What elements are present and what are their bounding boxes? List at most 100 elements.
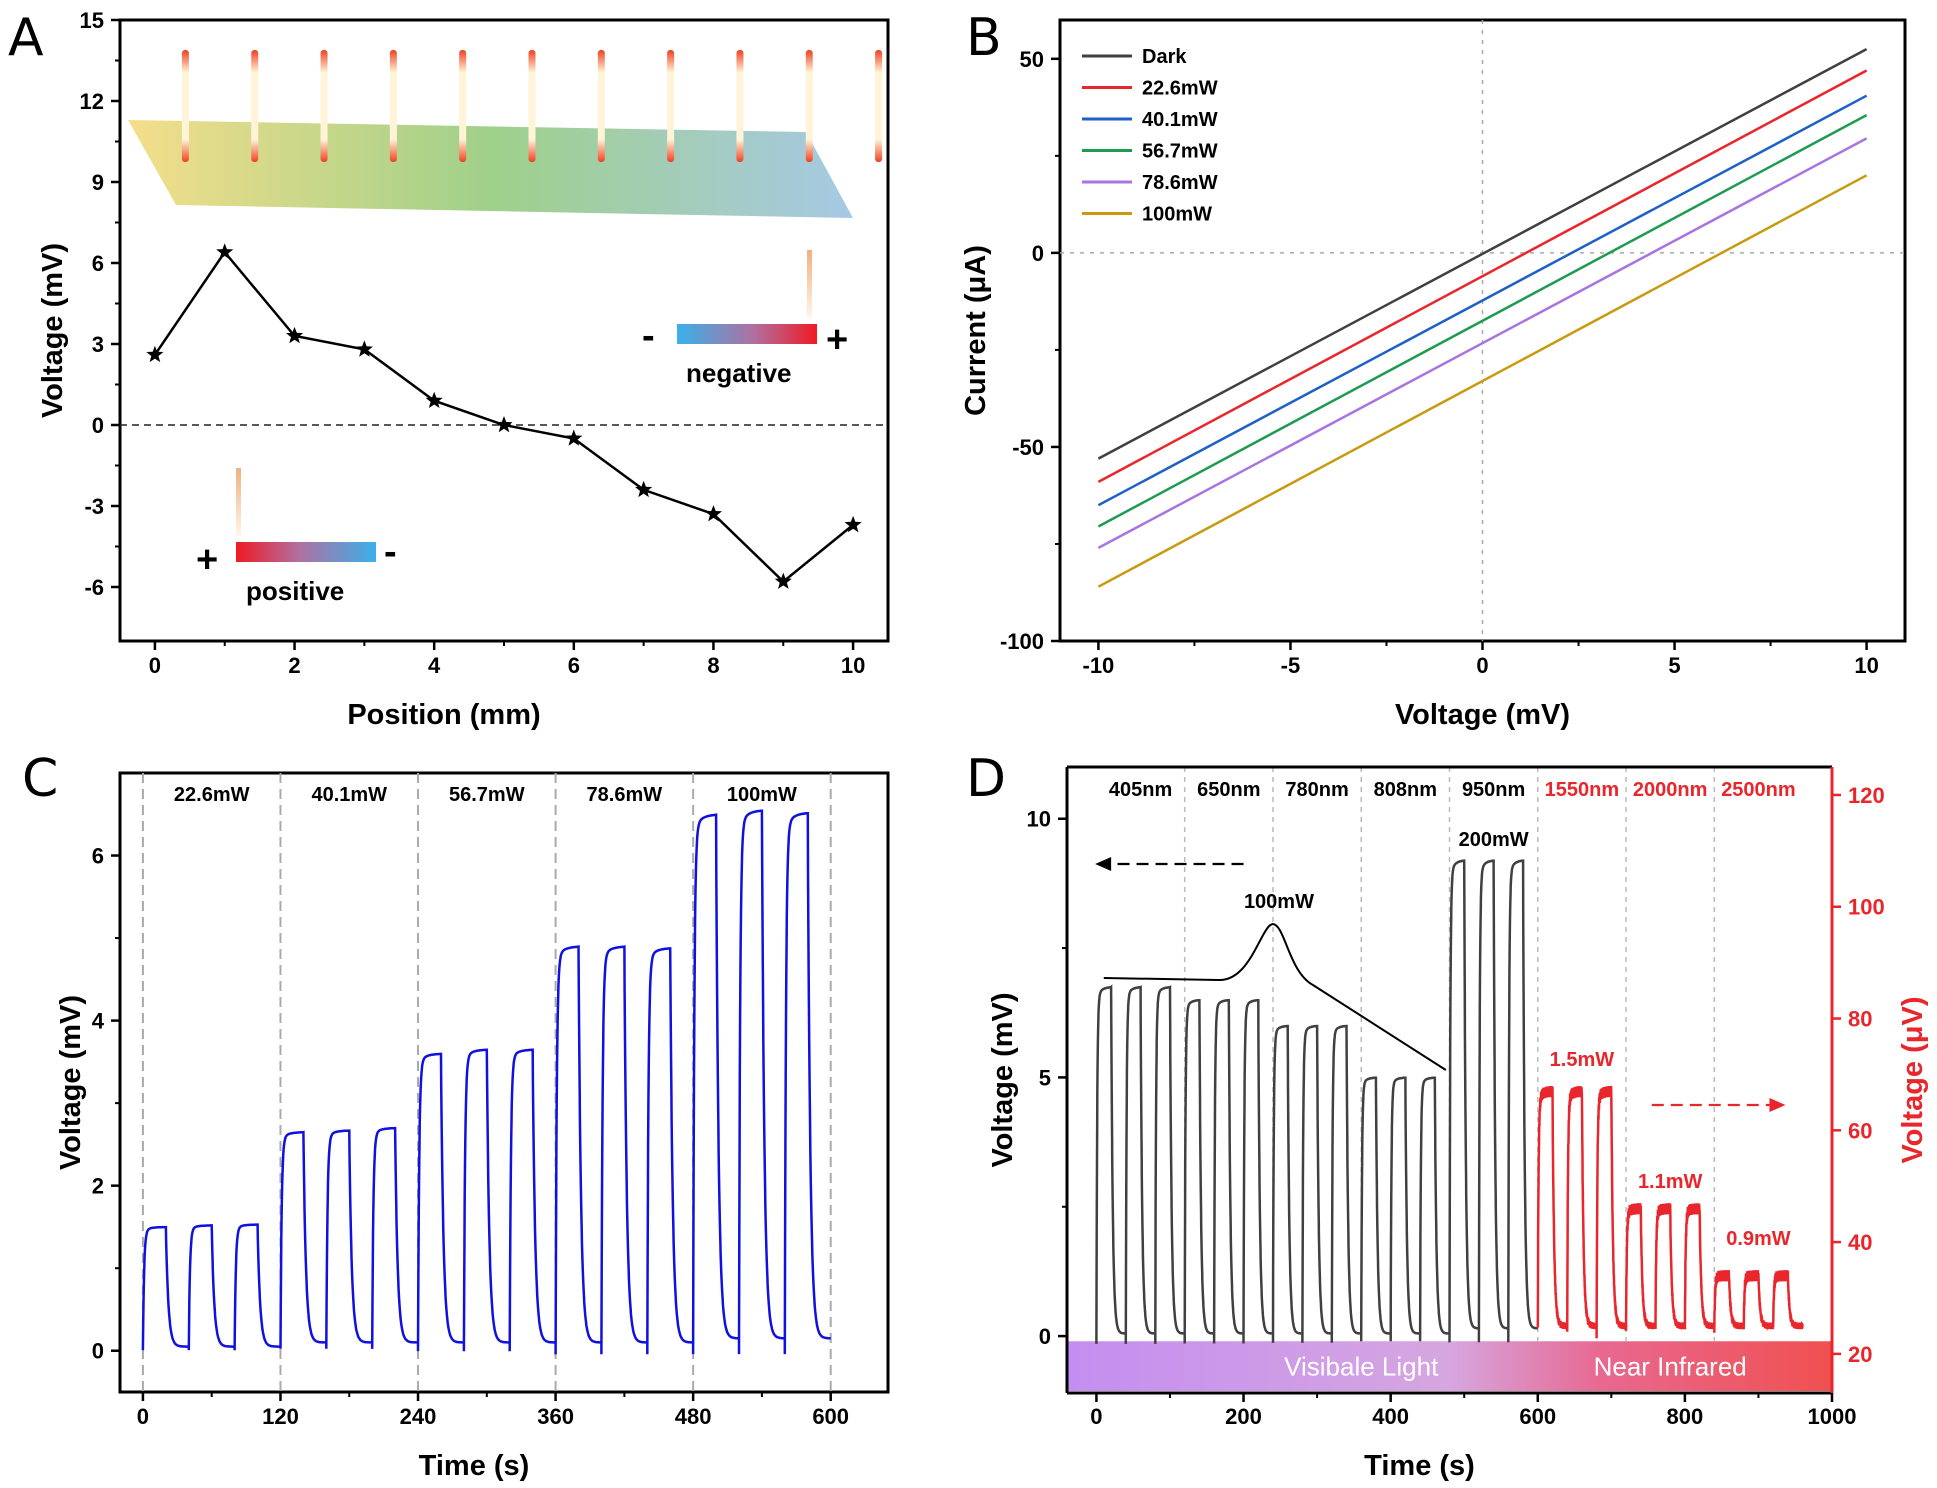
laser-beam [736, 50, 744, 162]
panel-c-xtick-label: 0 [137, 1404, 149, 1429]
laser-beam [667, 50, 675, 162]
visible-light-band-label: Visibale Light [1284, 1351, 1439, 1381]
negative-bar [677, 324, 817, 344]
iv-series-line [1097, 69, 1868, 484]
iv-series-line [1097, 137, 1868, 550]
panel-a-chart: 0 2 4 6 8 10 -6 -3 0 3 6 9 12 15 Position (mm) Voltage … [37, 8, 890, 731]
laser-beam [320, 50, 328, 162]
laser-beam [528, 50, 536, 162]
panel-a: A 0 2 4 6 8 10 -6 -3 0 3 6 9 12 15 Position (mm) Voltag… [8, 8, 890, 731]
panel-d-right-ytick-label: 80 [1848, 1007, 1872, 1032]
panel-b-xtick-label: -5 [1281, 653, 1301, 678]
legend-label: 56.7mW [1142, 141, 1218, 163]
power-label-950nm: 200mW [1459, 829, 1529, 851]
data-point-star [216, 243, 234, 260]
panel-b-xtick-label: -10 [1083, 653, 1115, 678]
panel-d-xtick-label: 400 [1372, 1404, 1409, 1429]
wavelength-label: 950nm [1462, 779, 1525, 801]
data-point-star [565, 429, 583, 446]
panel-a-ytick-label: 12 [80, 89, 104, 114]
data-point-star [146, 345, 164, 363]
wavelength-label: 2000nm [1633, 779, 1708, 801]
data-point-star [355, 340, 373, 357]
laser-beams [181, 50, 883, 162]
panel-a-ytick-label: -6 [84, 575, 104, 600]
sample-plate [128, 120, 853, 218]
data-point-star [635, 480, 653, 498]
panel-d-xtick-label: 600 [1519, 1404, 1556, 1429]
panel-d-xtick-label: 200 [1225, 1404, 1262, 1429]
panel-d-left-y-axis-label: Voltage (mV) [987, 992, 1019, 1167]
panel-b-ytick-label: 0 [1032, 241, 1044, 266]
nir-photovoltage-trace [1713, 1269, 1804, 1333]
power-label-2000nm: 1.1mW [1638, 1171, 1703, 1193]
positive-bar [236, 542, 376, 562]
panel-a-xtick-label: 6 [568, 653, 580, 678]
panel-d-ytick-label: 5 [1039, 1065, 1051, 1090]
data-point-star [495, 416, 513, 433]
laser-beam [389, 50, 397, 162]
panel-a-xtick-label: 2 [288, 653, 300, 678]
data-point-star [425, 391, 443, 408]
visible-photovoltage-trace [1183, 998, 1273, 1344]
panel-d-right-ytick-label: 120 [1848, 783, 1885, 808]
panel-a-xtick-label: 8 [707, 653, 719, 678]
data-point-star [286, 326, 304, 344]
panel-a-ytick-label: 15 [80, 8, 104, 33]
panel-b-ytick-label: -50 [1012, 435, 1044, 460]
negative-inset: - + negative [642, 250, 848, 388]
photovoltage-trace [141, 1223, 281, 1351]
panel-d-ytick-label: 10 [1027, 807, 1051, 832]
positive-plus-sign: + [196, 539, 218, 581]
panel-a-ytick-label: -3 [84, 494, 104, 519]
legend-label: 40.1mW [1142, 109, 1218, 131]
data-point-star [704, 505, 722, 522]
power-label-1550nm: 1.5mW [1550, 1049, 1615, 1071]
photovoltage-trace [554, 944, 694, 1355]
photovoltage-trace [691, 809, 831, 1355]
panel-c-xtick-label: 600 [812, 1404, 849, 1429]
panel-b-x-axis-label: Voltage (mV) [1395, 699, 1570, 731]
negative-plus-sign: + [826, 319, 848, 361]
panel-letter-c: C [22, 749, 58, 809]
panel-d-xtick-label: 1000 [1808, 1404, 1857, 1429]
positive-beam [236, 468, 241, 536]
panel-d-chart: Visibale Light Near Infrared 405nm 650nm 780… [987, 765, 1929, 1482]
panel-letter-d: D [966, 749, 1006, 809]
panel-b-xtick-label: 5 [1668, 653, 1680, 678]
laser-beam [251, 50, 259, 162]
wavelength-label: 780nm [1285, 779, 1348, 801]
positive-minus-sign: - [384, 531, 397, 573]
photovoltage-trace [279, 1126, 419, 1349]
panel-a-xtick-label: 10 [841, 653, 865, 678]
visible-power-bracket [1103, 922, 1447, 1071]
panel-c-frame [118, 771, 890, 1394]
wavelength-label: 1550nm [1545, 779, 1620, 801]
laser-beam [875, 50, 883, 162]
panel-a-ytick-label: 0 [92, 413, 104, 438]
visible-photovoltage-trace [1359, 1076, 1450, 1342]
panel-d-xtick-label: 800 [1667, 1404, 1704, 1429]
panel-a-ytick-label: 6 [92, 251, 104, 276]
negative-beam [807, 250, 812, 318]
segment-power-label: 22.6mW [174, 784, 250, 806]
panel-c-xtick-label: 240 [400, 1404, 437, 1429]
panel-a-ytick-label: 3 [92, 332, 104, 357]
wavelength-label: 405nm [1109, 779, 1172, 801]
legend-label: 100mW [1142, 204, 1212, 226]
panel-c-x-axis-label: Time (s) [419, 1450, 530, 1482]
panel-d: D Visibale Light Near Infrared 405nm 650nm 7… [966, 749, 1929, 1482]
panel-b-xtick-label: 10 [1854, 653, 1878, 678]
panel-c-xtick-label: 480 [675, 1404, 712, 1429]
negative-minus-sign: - [642, 315, 655, 357]
panel-b-xtick-label: 0 [1476, 653, 1488, 678]
panel-a-y-axis-label: Voltage (mV) [37, 243, 69, 418]
panel-c-y-axis-label: Voltage (mV) [55, 995, 87, 1170]
wavelength-label: 2500nm [1721, 779, 1796, 801]
nir-photovoltage-trace [1536, 1085, 1628, 1339]
segment-power-label: 100mW [727, 784, 797, 806]
laser-beam [459, 50, 467, 162]
panel-a-xtick-label: 0 [149, 653, 161, 678]
data-point-star [774, 572, 792, 589]
